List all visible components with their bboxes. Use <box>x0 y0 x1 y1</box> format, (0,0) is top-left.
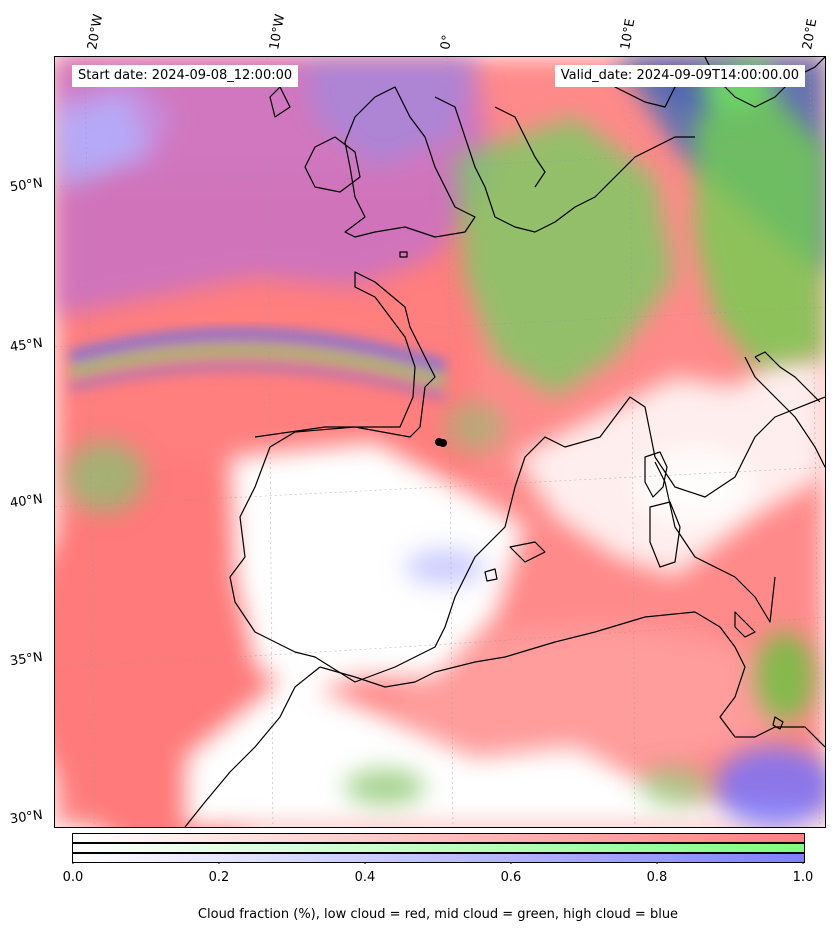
colorbar-tick-label: 0.6 <box>500 870 522 885</box>
lat-label-50n: 50°N <box>9 175 44 196</box>
colorbar-tick-label: 0.8 <box>646 870 668 885</box>
lat-label-40n: 40°N <box>9 491 44 512</box>
lon-label-10w: 10°W <box>267 13 289 52</box>
graticule <box>55 57 825 827</box>
lon-label-20e: 20°E <box>800 17 821 52</box>
colorbar-tick-label: 1.0 <box>792 870 814 885</box>
colorbar-tick-marks <box>72 863 804 864</box>
colorbar-high-cloud <box>72 853 805 863</box>
colorbar-tick-label: 0.2 <box>208 870 230 885</box>
start-date-label: Start date: 2024-09-08_12:00:00 <box>72 65 299 87</box>
colorbar-low-cloud <box>72 833 805 843</box>
lon-label-10e: 10°E <box>618 17 639 52</box>
lat-label-45n: 45°N <box>9 335 44 356</box>
mid-cloud-field <box>65 57 825 807</box>
cloud-map <box>55 57 825 827</box>
valid-date-label: Valid_date: 2024-09-09T14:00:00.00 <box>554 65 805 87</box>
colorbar-caption: Cloud fraction (%), low cloud = red, mid… <box>197 907 679 922</box>
colorbar-tick-label: 0.4 <box>354 870 376 885</box>
map-panel: Start date: 2024-09-08_12:00:00 Valid_da… <box>54 56 826 828</box>
location-marker <box>435 438 447 447</box>
cloud-band <box>68 328 447 402</box>
lon-label-0: 0° <box>438 33 456 51</box>
lon-label-20w: 20°W <box>85 13 107 52</box>
coastlines <box>184 57 825 827</box>
colorbar-tick-label: 0.0 <box>62 870 84 885</box>
colorbar-mid-cloud <box>72 843 805 853</box>
lat-label-35n: 35°N <box>9 649 44 670</box>
lat-label-30n: 30°N <box>9 807 44 828</box>
